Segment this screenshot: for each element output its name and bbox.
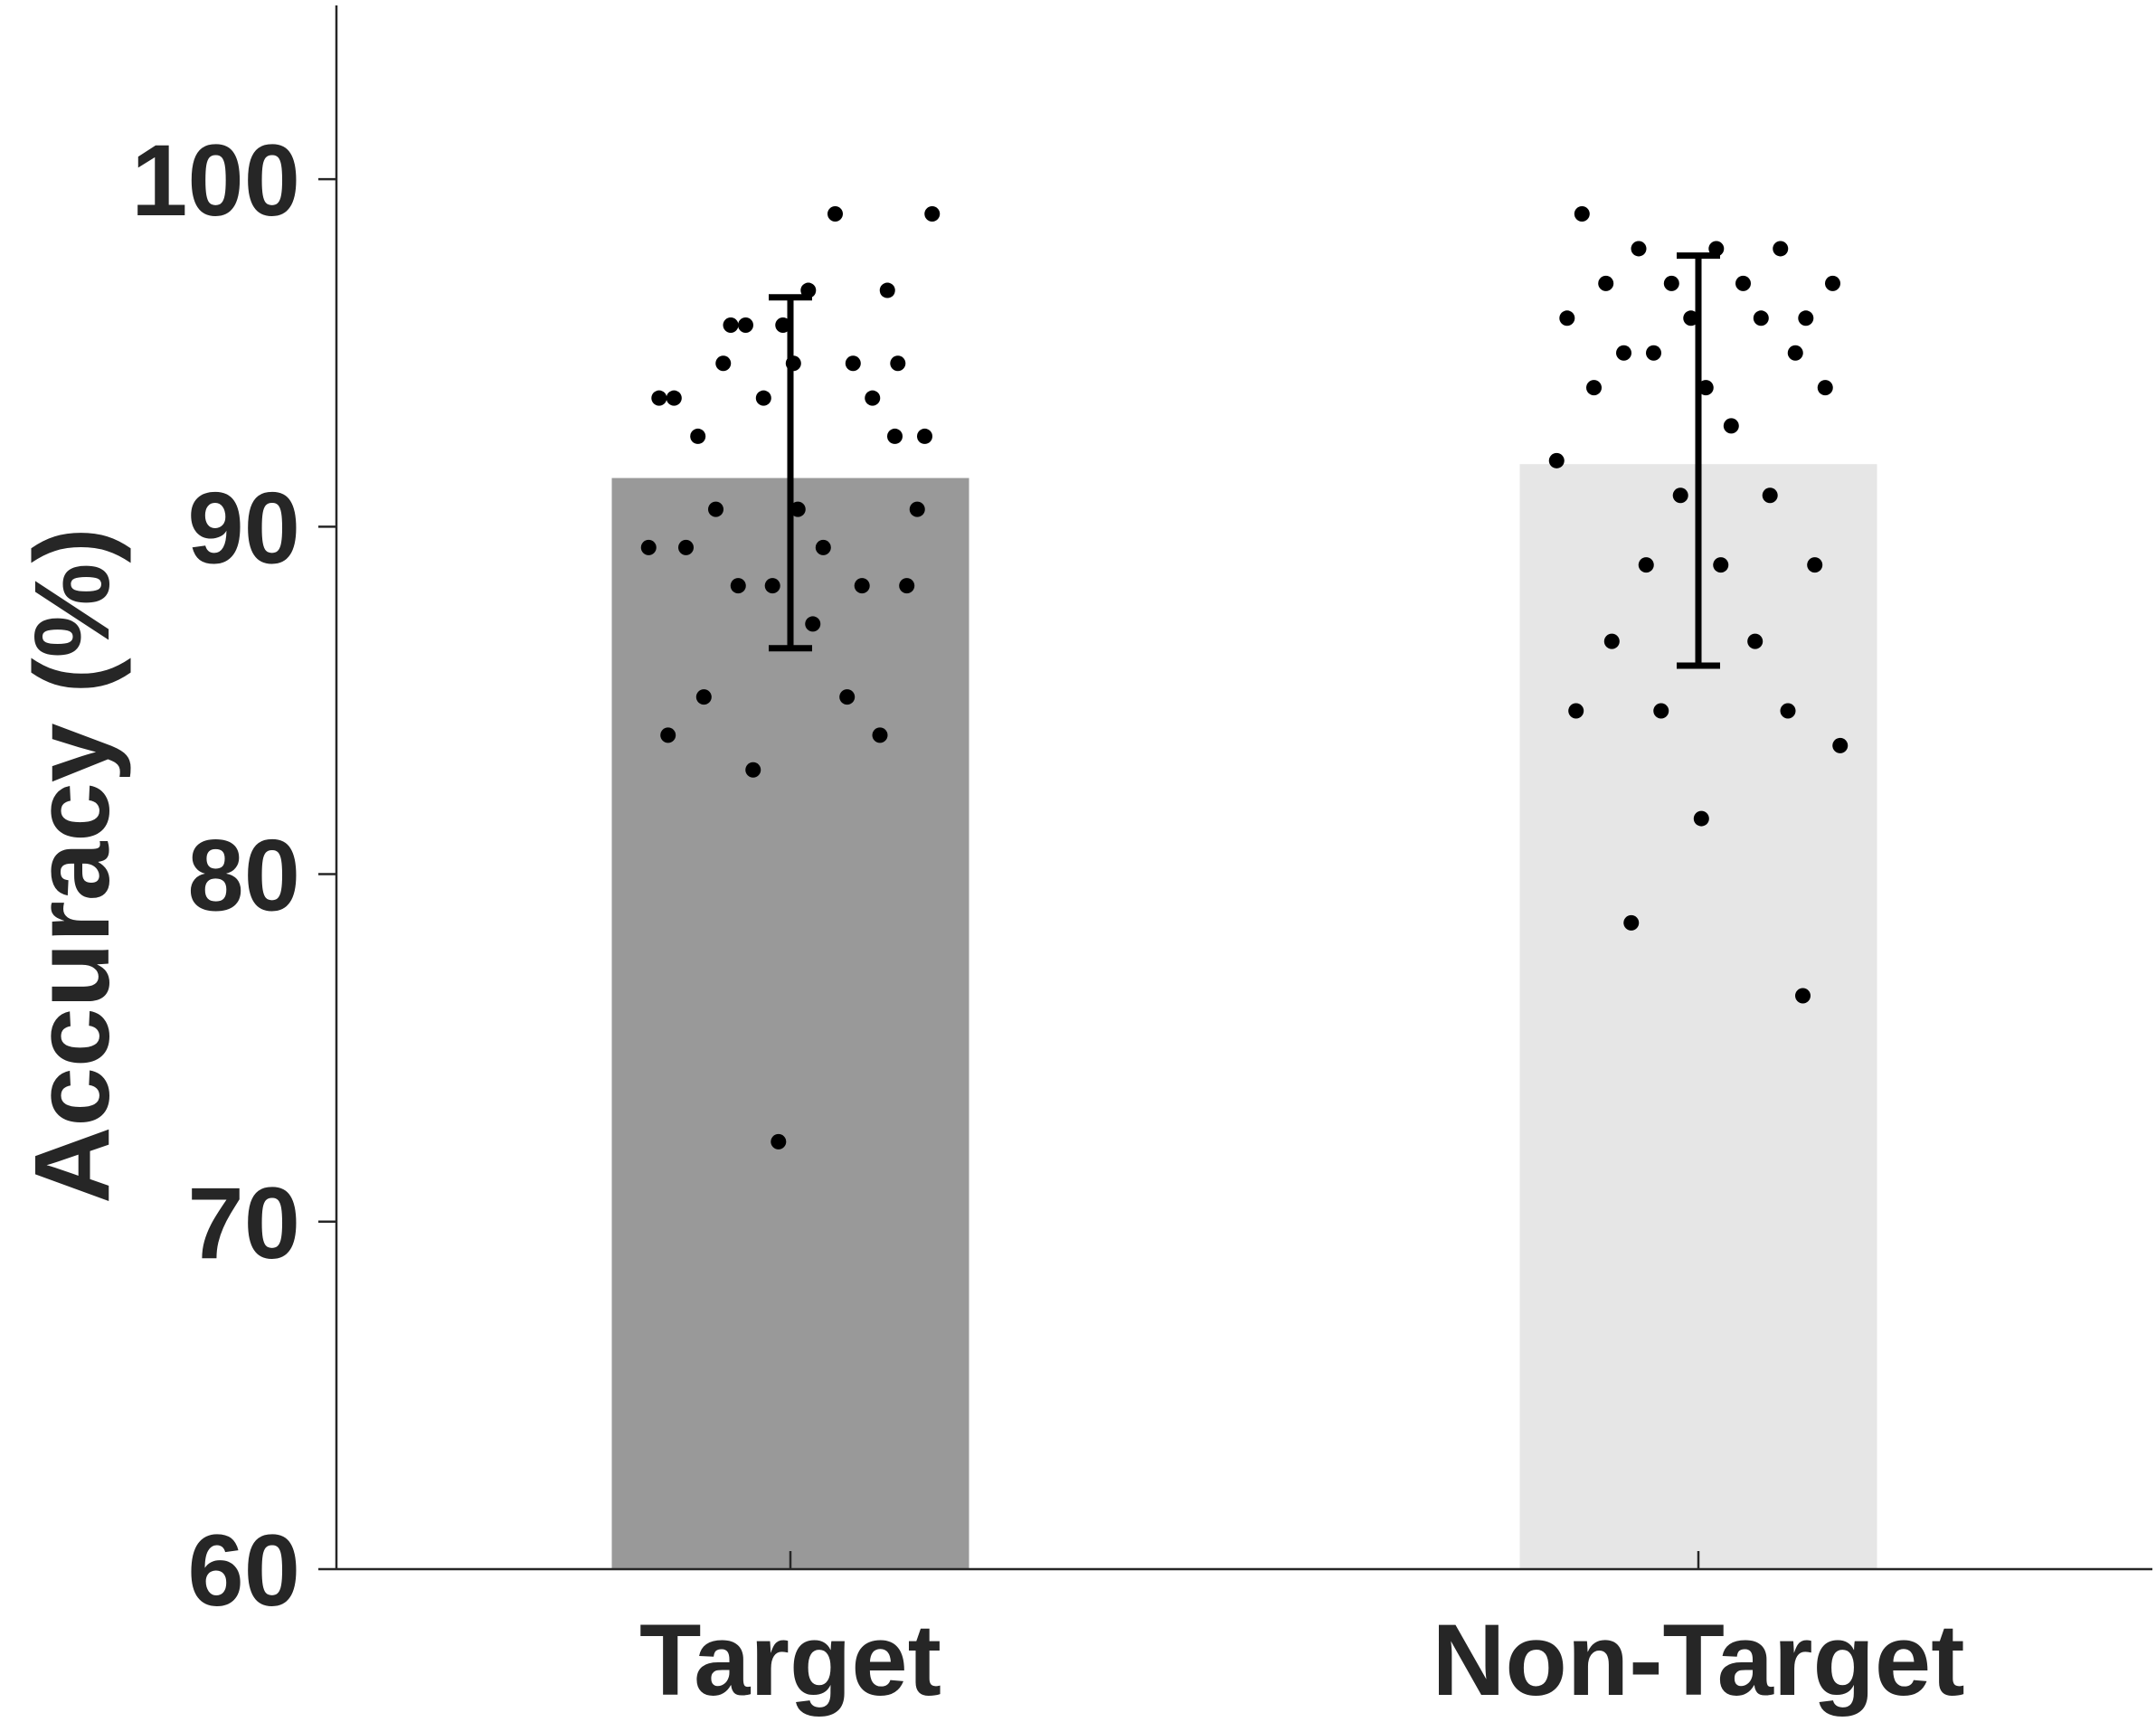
data-point — [1807, 557, 1823, 573]
data-point — [839, 689, 856, 705]
data-point — [640, 539, 657, 555]
data-point — [917, 428, 932, 444]
data-point — [1795, 988, 1811, 1004]
y-ticks: 60 70 80 90 100 — [131, 124, 336, 1627]
data-point — [695, 689, 712, 705]
data-point — [1631, 241, 1647, 257]
data-point — [666, 390, 682, 406]
data-point — [815, 539, 831, 555]
y-tick-label: 60 — [187, 1514, 300, 1627]
data-point — [1817, 380, 1833, 396]
data-point — [715, 355, 732, 372]
data-point — [1663, 275, 1679, 291]
y-axis-label: Accuracy (%) — [13, 527, 132, 1204]
data-point — [872, 727, 888, 743]
data-point — [775, 317, 791, 333]
data-point — [890, 355, 906, 372]
data-point — [1598, 275, 1614, 291]
data-point — [1603, 633, 1620, 649]
data-point — [1568, 703, 1584, 719]
data-point — [909, 501, 925, 517]
data-point — [1574, 206, 1590, 222]
axes — [335, 5, 2152, 1571]
y-tick-label: 70 — [187, 1167, 300, 1280]
data-point — [1693, 810, 1709, 827]
data-point — [854, 578, 870, 594]
data-point — [1646, 345, 1661, 361]
data-point — [730, 578, 746, 594]
data-point — [1825, 275, 1840, 291]
y-tick-label: 90 — [187, 471, 300, 584]
data-point — [723, 317, 739, 333]
data-point — [1780, 703, 1796, 719]
data-point — [1723, 418, 1739, 434]
x-tick-label-target: Target — [639, 1604, 941, 1717]
data-point — [924, 206, 941, 222]
data-point — [845, 355, 861, 372]
data-point — [708, 501, 723, 517]
x-ticks: Target Non-Target — [639, 1551, 1964, 1717]
data-points — [640, 206, 1849, 1150]
bar-target — [611, 478, 969, 1569]
data-point — [1683, 310, 1699, 326]
data-point — [1697, 380, 1714, 396]
data-point — [899, 578, 915, 594]
data-point — [790, 501, 806, 517]
data-point — [879, 282, 895, 298]
data-point — [1735, 275, 1751, 291]
data-point — [1798, 310, 1814, 326]
data-point — [755, 390, 771, 406]
data-point — [1638, 557, 1654, 573]
data-point — [1616, 345, 1631, 361]
data-point — [771, 1133, 787, 1150]
data-point — [1713, 557, 1729, 573]
bars — [611, 464, 1877, 1569]
data-point — [1559, 310, 1575, 326]
data-point — [1747, 633, 1764, 649]
data-point — [690, 428, 706, 444]
data-point — [1586, 380, 1602, 396]
data-point — [651, 390, 667, 406]
data-point — [887, 428, 903, 444]
data-point — [865, 390, 881, 406]
data-point — [1773, 241, 1789, 257]
x-tick-label-non-target: Non-Target — [1433, 1604, 1965, 1717]
data-point — [1832, 737, 1849, 753]
data-point — [1672, 487, 1688, 504]
data-point — [827, 206, 843, 222]
data-point — [1548, 452, 1565, 468]
data-point — [1762, 487, 1778, 504]
y-tick-label: 80 — [187, 819, 300, 932]
y-tick-label: 100 — [131, 124, 300, 237]
data-point — [764, 578, 780, 594]
data-point — [1653, 703, 1669, 719]
data-point — [738, 317, 753, 333]
data-point — [660, 727, 676, 743]
data-point — [1623, 914, 1640, 931]
data-point — [1787, 345, 1803, 361]
error-bars — [769, 252, 1720, 669]
data-point — [805, 616, 821, 632]
data-point — [745, 762, 761, 778]
data-point — [1753, 310, 1769, 326]
data-point — [678, 539, 694, 555]
